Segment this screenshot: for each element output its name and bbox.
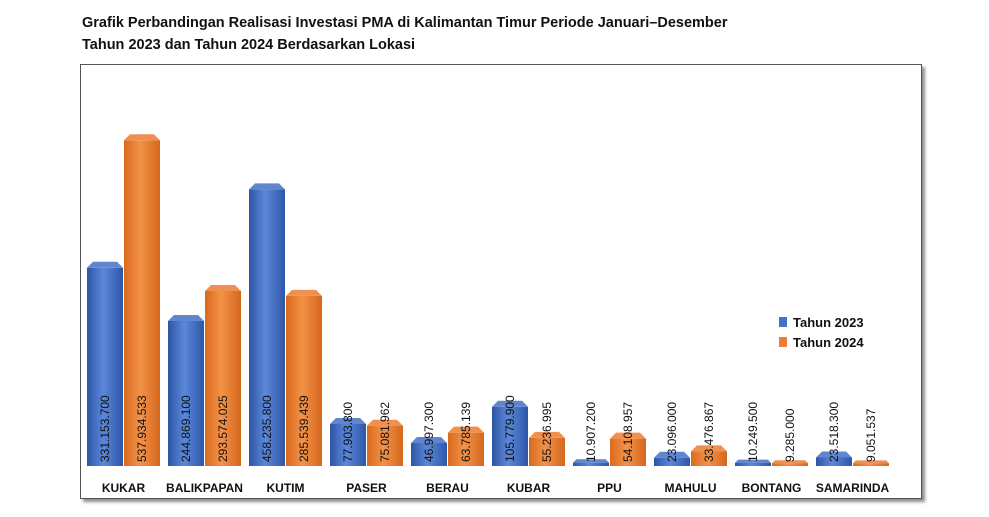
bar-2024-mahulu (691, 445, 727, 466)
value-label: 285.539.439 (297, 395, 311, 462)
category-label-ppu: PPU (597, 481, 622, 495)
legend-swatch-2024 (779, 337, 787, 347)
value-label: 46.997.300 (422, 402, 436, 462)
bar-2024-kukar (124, 134, 160, 466)
value-label: 77.903.800 (341, 402, 355, 462)
value-label: 63.785.139 (459, 402, 473, 462)
legend-swatch-2023 (779, 317, 787, 327)
category-label-bontang: BONTANG (742, 481, 802, 495)
value-label: 10.907.200 (584, 402, 598, 462)
value-label: 105.779.900 (503, 395, 517, 462)
bar-2023-balikpapan (168, 314, 204, 466)
value-label: 458.235.800 (260, 395, 274, 462)
bar-2024-samarinda (853, 460, 889, 466)
bar-2023-bontang (735, 459, 771, 466)
chart-title-line-1: Grafik Perbandingan Realisasi Investasi … (82, 15, 728, 31)
bar-chart: 331.153.700 537.934.533 244.869.100 293.574… (87, 134, 890, 495)
category-label-kutim: KUTIM (267, 481, 305, 495)
value-label: 244.869.100 (179, 395, 193, 462)
bar-2023-ppu (573, 459, 609, 466)
category-label-balikpapan: BALIKPAPAN (166, 481, 243, 495)
category-label-mahulu: MAHULU (665, 481, 717, 495)
bar-2023-kubar (492, 400, 528, 466)
category-label-paser: PASER (346, 481, 387, 495)
value-label: 293.574.025 (216, 395, 230, 462)
value-label: 55.236.995 (540, 402, 554, 462)
value-label: 33.476.867 (702, 402, 716, 462)
value-label: 537.934.533 (135, 395, 149, 462)
value-label: 23.518.300 (827, 402, 841, 462)
category-label-kukar: KUKAR (102, 481, 146, 495)
bar-2023-kukar (87, 261, 123, 466)
category-label-samarinda: SAMARINDA (816, 481, 890, 495)
value-label: 75.081.962 (378, 402, 392, 462)
value-label: 23.096.000 (665, 402, 679, 462)
bar-2023-paser (330, 417, 366, 466)
value-label: 9.051.537 (864, 408, 878, 462)
bar-2023-mahulu (654, 451, 690, 466)
bar-2024-bontang (772, 460, 808, 466)
bar-2023-kutim (249, 183, 285, 466)
value-label: 9.285.000 (783, 408, 797, 462)
value-label: 331.153.700 (98, 395, 112, 462)
legend-label-2023: Tahun 2023 (793, 315, 864, 330)
legend-label-2024: Tahun 2024 (793, 335, 864, 350)
bar-2024-kubar (529, 431, 565, 466)
chart-title: Grafik Perbandingan Realisasi Investasi … (82, 12, 842, 56)
category-label-berau: BERAU (426, 481, 469, 495)
bar-2024-ppu (610, 432, 646, 466)
value-label: 10.249.500 (746, 402, 760, 462)
chart-area: 331.153.700 537.934.533 244.869.100 293.574… (80, 64, 922, 499)
bar-2023-samarinda (816, 451, 852, 466)
bar-2024-paser (367, 419, 403, 466)
bar-2023-berau (411, 437, 447, 466)
chart-title-line-2: Tahun 2023 dan Tahun 2024 Berdasarkan Lo… (82, 37, 416, 53)
category-label-kubar: KUBAR (507, 481, 551, 495)
bar-2024-balikpapan (205, 284, 241, 466)
bar-2024-kutim (286, 289, 322, 466)
bar-2024-berau (448, 426, 484, 466)
value-label: 54.108.957 (621, 402, 635, 462)
